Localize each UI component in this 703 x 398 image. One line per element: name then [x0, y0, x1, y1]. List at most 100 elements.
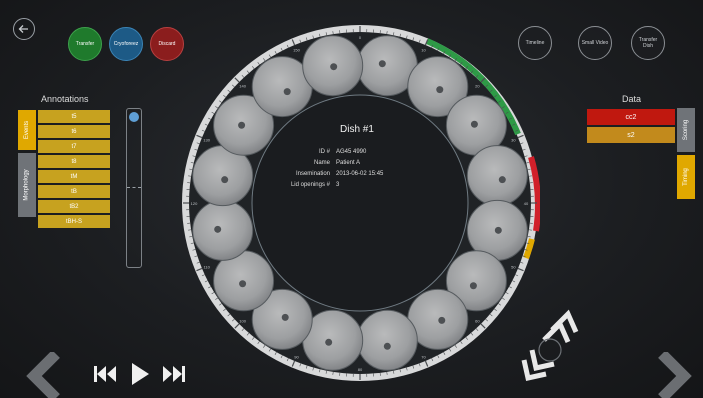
- timeline-slider[interactable]: [126, 108, 142, 268]
- dish-well[interactable]: [407, 288, 469, 350]
- ring-tick: [299, 363, 302, 367]
- dish-well[interactable]: [213, 94, 275, 156]
- ring-tick: [517, 134, 524, 139]
- ring-tick: [517, 267, 524, 272]
- chevron-left-icon[interactable]: [22, 352, 68, 398]
- slider-handle[interactable]: [129, 112, 139, 122]
- ring-tick: [312, 35, 314, 39]
- ring-tick: [223, 308, 226, 311]
- small-video-button[interactable]: Small Video: [578, 26, 612, 60]
- embryo-spot: [498, 176, 506, 184]
- ring-tick-label: 130: [203, 137, 210, 142]
- ring-tick: [475, 328, 479, 331]
- transfer-dish-button[interactable]: Transfer Dish: [631, 26, 665, 60]
- skip-back-icon[interactable]: [93, 364, 117, 384]
- ring-tick: [312, 367, 314, 371]
- ring-tick: [246, 332, 250, 336]
- embryo-spot: [469, 282, 477, 290]
- dish-well[interactable]: [466, 145, 528, 207]
- annotation-item[interactable]: tBH-S: [38, 215, 110, 228]
- annotation-item[interactable]: t7: [38, 140, 110, 153]
- ring-tick-label: 60: [475, 318, 480, 323]
- dish-well[interactable]: [466, 199, 528, 261]
- ring-tick: [325, 32, 327, 36]
- tab-morphology[interactable]: Morphology: [18, 153, 36, 217]
- dish-well[interactable]: [445, 250, 507, 312]
- ring-tick: [431, 44, 434, 48]
- ring-tick-label: 70: [421, 354, 426, 359]
- discard-button[interactable]: Discard: [150, 27, 184, 61]
- ring-tick: [393, 370, 395, 374]
- ring-tick: [190, 162, 194, 164]
- annotation-item[interactable]: t5: [38, 110, 110, 123]
- ring-tick: [498, 303, 501, 306]
- back-button[interactable]: [13, 18, 35, 40]
- ring-tick: [524, 155, 528, 157]
- tab-timing[interactable]: Timing: [677, 155, 695, 199]
- ring-tick-label: 80: [358, 367, 363, 372]
- embryo-spot: [383, 342, 391, 350]
- ring-tick: [449, 54, 452, 58]
- ring-tick: [208, 117, 211, 120]
- ring-tick: [263, 58, 266, 61]
- ring-tick: [437, 355, 440, 359]
- focus-chevrons-icon[interactable]: [512, 300, 584, 386]
- ring-tick: [201, 129, 205, 132]
- ring-tick: [449, 348, 452, 352]
- embryo-spot: [239, 280, 247, 288]
- ring-tick: [234, 323, 240, 329]
- play-icon[interactable]: [130, 362, 150, 386]
- ring-tick: [412, 37, 415, 41]
- ring-tick: [494, 95, 497, 98]
- dish-well[interactable]: [251, 56, 313, 118]
- transfer-dish-button-label: Transfer Dish: [638, 37, 658, 49]
- transfer-button-label: Transfer: [75, 41, 95, 47]
- annotation-item[interactable]: tB: [38, 185, 110, 198]
- dish-well[interactable]: [192, 199, 254, 261]
- annotation-item[interactable]: t6: [38, 125, 110, 138]
- dish-well[interactable]: [356, 309, 418, 371]
- annotation-item[interactable]: t8: [38, 155, 110, 168]
- ring-tick: [527, 168, 531, 170]
- ring-tick-label: 100: [239, 318, 246, 323]
- timeline-button[interactable]: Timeline: [518, 26, 552, 60]
- slider-marker: [127, 187, 141, 188]
- ring-tick-label: 150: [293, 48, 300, 53]
- transfer-button[interactable]: Transfer: [68, 27, 102, 61]
- ring-tick: [227, 89, 231, 93]
- ring-tick: [257, 341, 260, 344]
- ring-tick: [194, 255, 198, 258]
- chevron-right-icon[interactable]: [650, 352, 696, 398]
- data-item-s2[interactable]: s2: [587, 127, 675, 143]
- annotation-item[interactable]: tM: [38, 170, 110, 183]
- ring-tick: [268, 54, 271, 58]
- dish-well[interactable]: [192, 145, 254, 207]
- data-item-cc2[interactable]: cc2: [587, 109, 675, 125]
- ring-tick: [234, 77, 240, 83]
- dish-ring: 0 10 20 30 40 50 60 70 80 90 100 110 120 130 140 150: [182, 25, 540, 381]
- annotation-item[interactable]: tB2: [38, 200, 110, 213]
- cryoforeez-button[interactable]: Cryoforeez: [109, 27, 143, 61]
- ring-tick: [498, 100, 501, 103]
- dish-well[interactable]: [407, 56, 469, 118]
- ring-tick: [509, 117, 512, 120]
- ring-tick: [443, 352, 446, 355]
- ring-tick: [454, 58, 457, 61]
- tab-events[interactable]: Events: [18, 110, 36, 150]
- ring-tick: [215, 106, 218, 109]
- ring-tick: [241, 75, 245, 78]
- dish-well[interactable]: [302, 35, 364, 97]
- ring-tick: [232, 84, 235, 88]
- skip-forward-icon[interactable]: [162, 364, 186, 384]
- ring-tick-label: 20: [475, 84, 480, 89]
- ring-tick: [460, 341, 463, 344]
- dish-title: Dish #1: [340, 124, 374, 135]
- ring-tick: [522, 255, 526, 258]
- data-title: Data: [622, 94, 642, 104]
- ring-tick: [480, 77, 486, 83]
- dish-well[interactable]: [251, 288, 313, 350]
- ring-tick: [424, 39, 429, 46]
- ring-tick-label: 0: [359, 35, 362, 40]
- tab-scoring[interactable]: Scoring: [677, 108, 695, 152]
- ring-tick: [257, 62, 260, 65]
